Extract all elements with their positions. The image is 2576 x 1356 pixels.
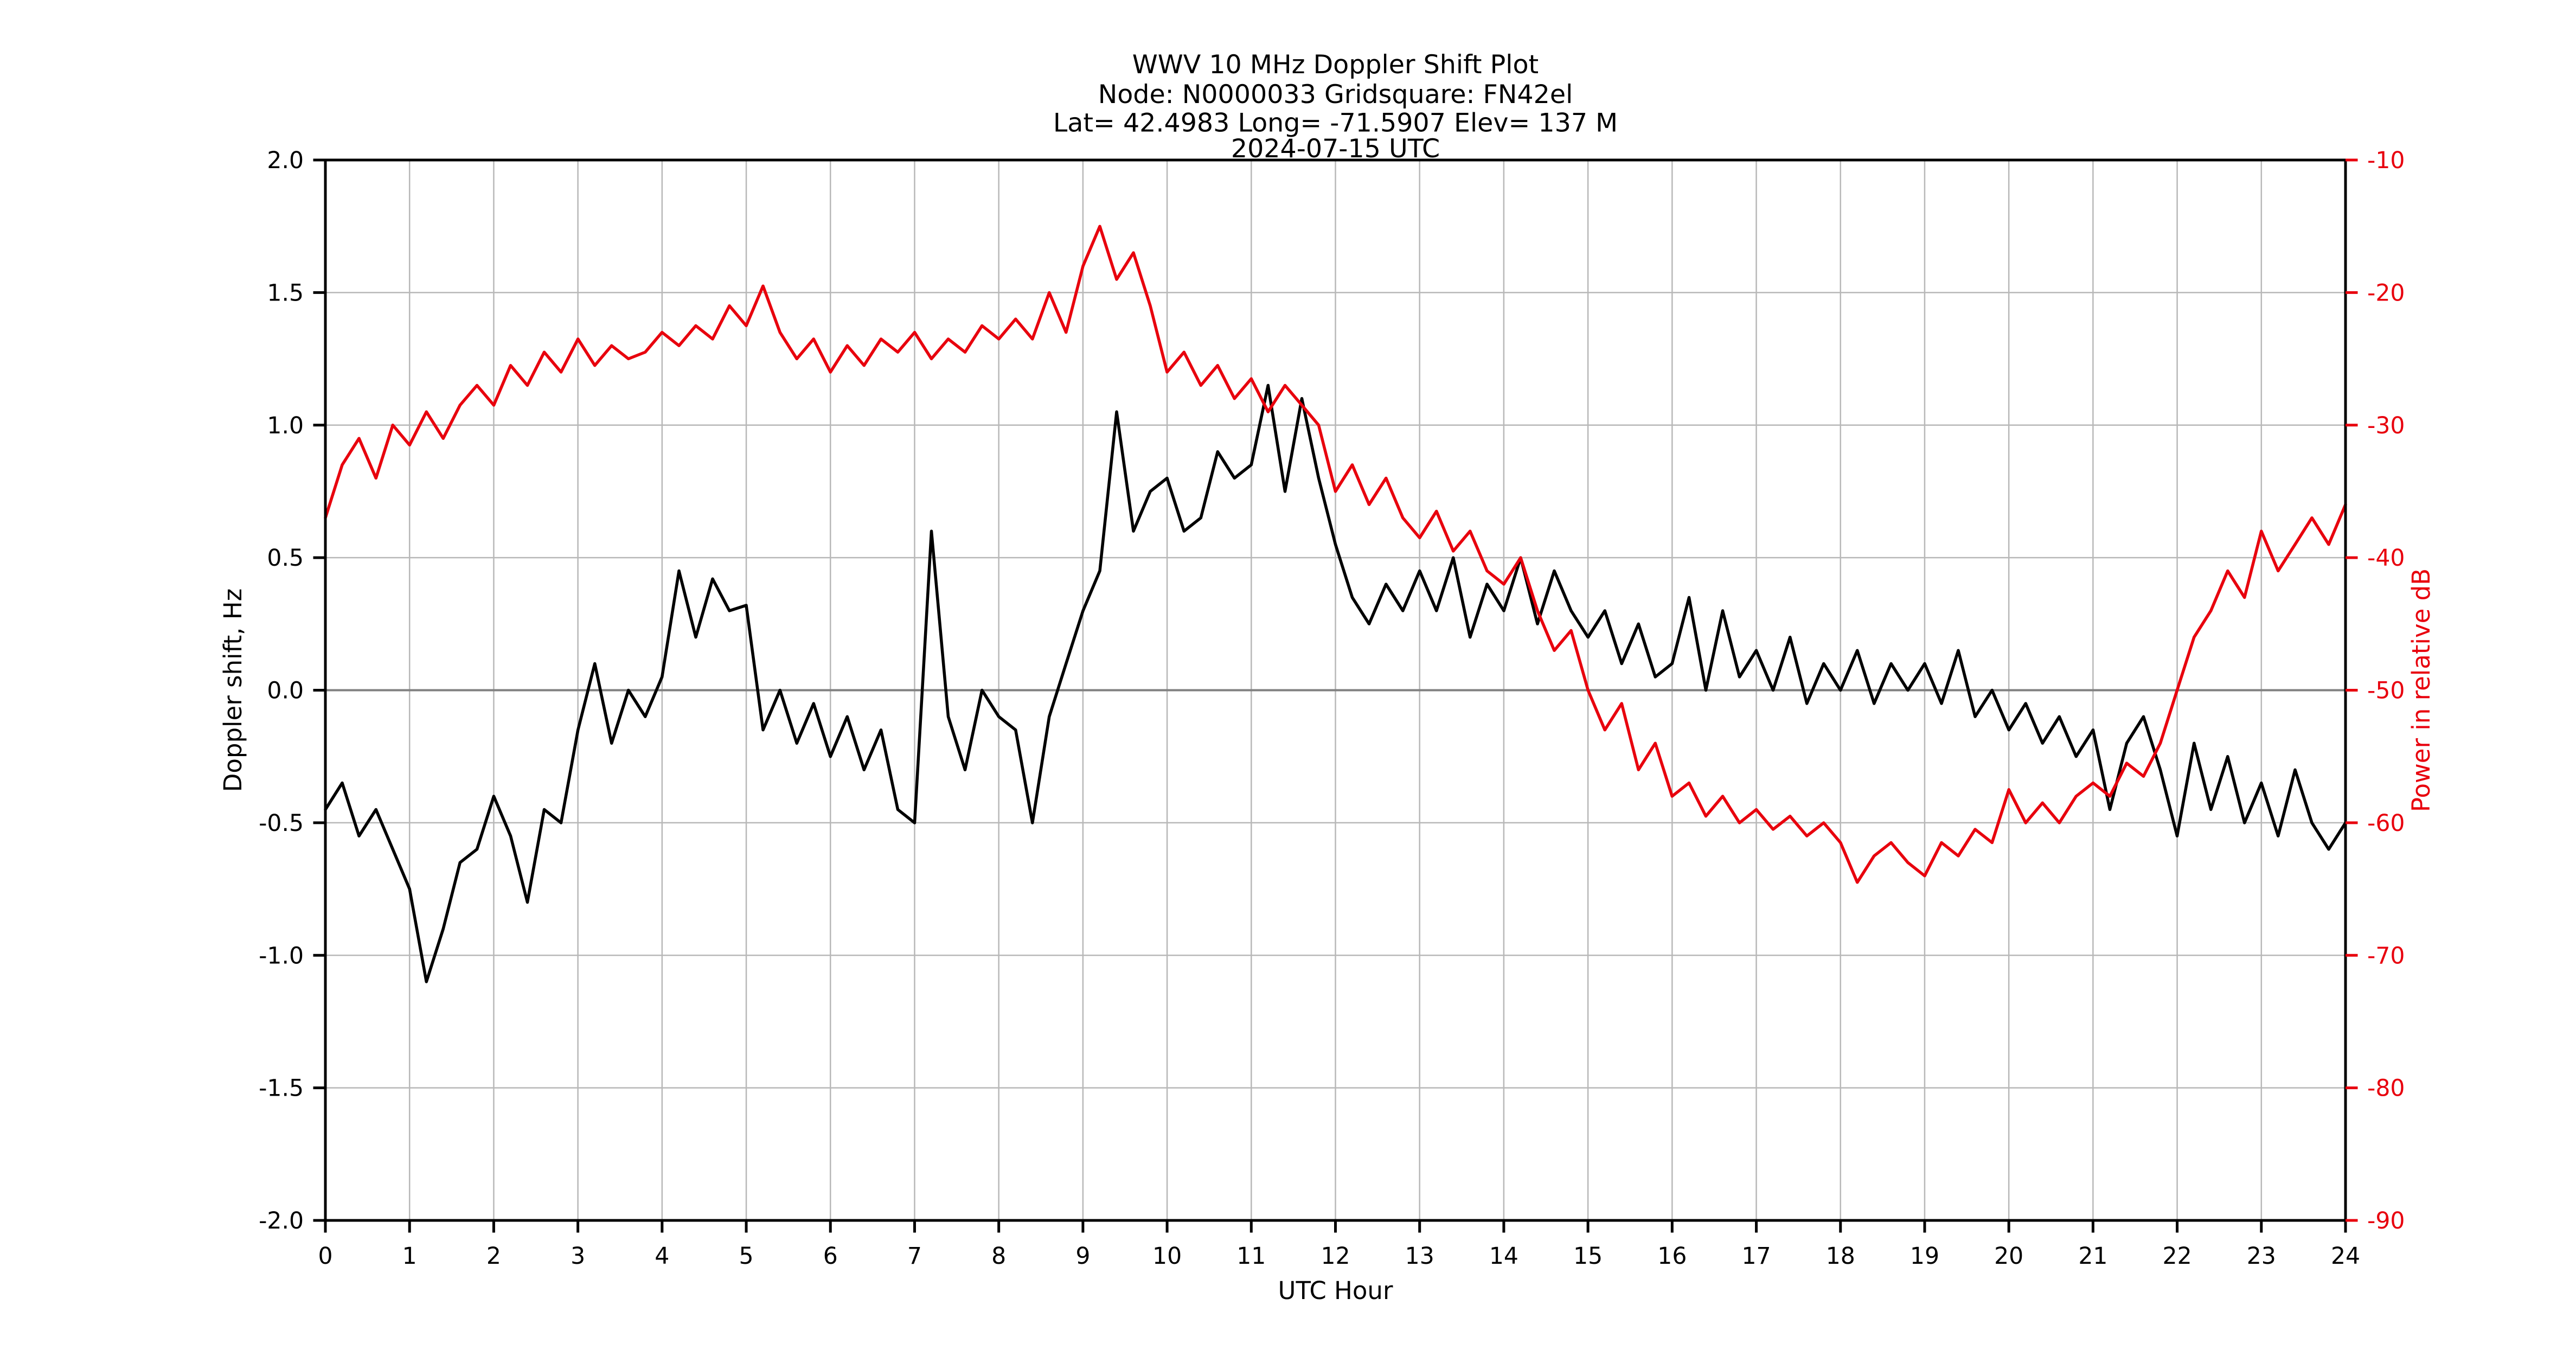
y-right-tick-label: -40 — [2367, 545, 2405, 572]
y-left-tick-label: 0.5 — [267, 545, 304, 572]
x-axis-label: UTC Hour — [1278, 1276, 1393, 1305]
y-left-tick-label: -1.5 — [259, 1076, 304, 1102]
x-tick-label: 8 — [991, 1243, 1006, 1270]
x-tick-label: 20 — [1994, 1243, 2023, 1270]
x-tick-label: 19 — [1910, 1243, 1939, 1270]
x-tick-label: 13 — [1405, 1243, 1434, 1270]
x-tick-label: 15 — [1573, 1243, 1603, 1270]
x-tick-label: 17 — [1741, 1243, 1771, 1270]
y-left-tick-label: -0.5 — [259, 810, 304, 837]
chart-title-line-4: 2024-07-15 UTC — [1231, 134, 1440, 164]
x-tick-label: 3 — [571, 1243, 585, 1270]
x-tick-label: 22 — [2163, 1243, 2192, 1270]
tick-layer: 0 1 2 3 4 5 6 7 8 9 10 11 12 13 14 15 16 17 18 19 20 21 22 23 24… — [259, 148, 2405, 1270]
y-right-tick-label: -30 — [2367, 413, 2405, 439]
y-right-tick-label: -80 — [2367, 1076, 2405, 1102]
y-left-tick-label: 1.0 — [267, 413, 304, 439]
chart-title-line-1: WWV 10 MHz Doppler Shift Plot — [1132, 50, 1539, 80]
y-right-tick-label: -70 — [2367, 943, 2405, 969]
y-left-tick-label: 2.0 — [267, 148, 304, 174]
x-tick-label: 5 — [739, 1243, 754, 1270]
x-tick-label: 11 — [1236, 1243, 1266, 1270]
x-tick-label: 0 — [318, 1243, 332, 1270]
y-right-tick-label: -10 — [2367, 148, 2405, 174]
x-tick-label: 7 — [907, 1243, 922, 1270]
y-right-tick-label: -50 — [2367, 678, 2405, 705]
y-left-tick-label: -2.0 — [259, 1208, 304, 1235]
x-tick-label: 16 — [1657, 1243, 1687, 1270]
x-tick-label: 14 — [1489, 1243, 1518, 1270]
x-tick-label: 2 — [486, 1243, 501, 1270]
y-left-tick-label: 0.0 — [267, 678, 304, 705]
series-power-in-relative-db — [324, 225, 2347, 884]
x-tick-label: 1 — [402, 1243, 417, 1270]
y-axis-label-right: Power in relative dB — [2407, 568, 2436, 812]
x-tick-label: 24 — [2331, 1243, 2360, 1270]
x-tick-label: 6 — [823, 1243, 838, 1270]
x-tick-label: 18 — [1826, 1243, 1855, 1270]
y-axis-label-left: Doppler shift, Hz — [219, 589, 247, 792]
y-right-tick-label: -60 — [2367, 810, 2405, 837]
series-doppler-shift — [324, 383, 2347, 983]
y-right-tick-label: -20 — [2367, 280, 2405, 306]
chart-title-line-2: Node: N0000033 Gridsquare: FN42el — [1098, 80, 1573, 110]
y-left-tick-label: -1.0 — [259, 943, 304, 969]
x-tick-label: 9 — [1075, 1243, 1090, 1270]
x-tick-label: 23 — [2247, 1243, 2276, 1270]
x-tick-label: 12 — [1321, 1243, 1350, 1270]
chart-title-line-3: Lat= 42.4983 Long= -71.5907 Elev= 137 M — [1053, 108, 1618, 138]
y-right-tick-label: -90 — [2367, 1208, 2405, 1235]
x-tick-label: 4 — [655, 1243, 669, 1270]
y-left-tick-label: 1.5 — [267, 280, 304, 306]
series-layer — [324, 225, 2347, 983]
x-tick-label: 10 — [1152, 1243, 1182, 1270]
x-tick-label: 21 — [2078, 1243, 2107, 1270]
